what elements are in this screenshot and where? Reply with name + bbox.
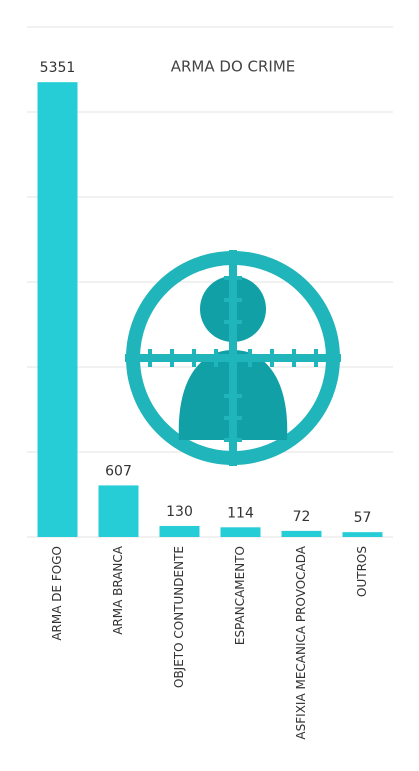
value-label: 607 (105, 463, 132, 479)
bar (98, 485, 139, 537)
value-label: 57 (354, 510, 372, 526)
value-label: 130 (166, 504, 193, 520)
x-tick-label: ARMA BRANCA (111, 545, 125, 635)
x-tick-label: ESPANCAMENTO (233, 546, 247, 645)
value-label: 114 (227, 505, 254, 521)
crosshair-icon (125, 250, 341, 466)
x-tick-label: ASFIXIA MECANICA PROVOCADA (294, 545, 308, 739)
x-tick-label: ARMA DE FOGO (50, 546, 64, 641)
value-label: 72 (293, 509, 311, 525)
value-label: 5351 (40, 60, 76, 76)
chart-title: ARMA DO CRIME (171, 58, 296, 76)
x-tick-label: OUTROS (355, 546, 369, 597)
bar (220, 527, 261, 537)
x-tick-label: OBJETO CONTUNDENTE (172, 546, 186, 688)
bar (281, 530, 322, 537)
bar (342, 532, 383, 537)
grid (27, 26, 393, 538)
bar (37, 82, 78, 537)
bar (159, 525, 200, 537)
